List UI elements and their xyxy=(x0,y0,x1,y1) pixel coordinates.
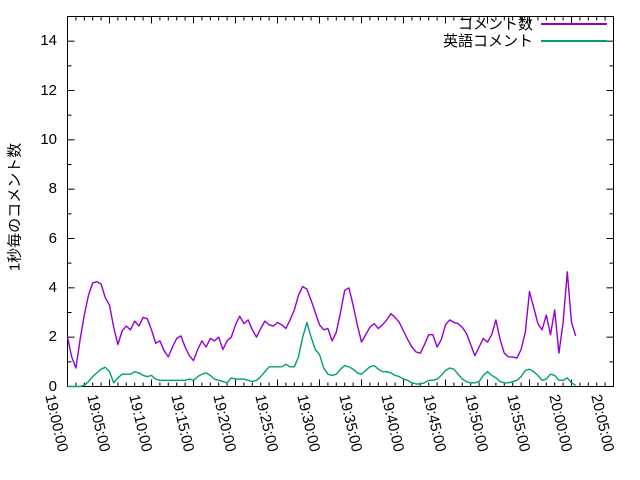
legend-line-sample-purple xyxy=(541,22,607,25)
y-axis-tick-label: 6 xyxy=(48,229,57,247)
legend-label-comment-count: コメント数 xyxy=(457,16,533,33)
y-axis-tick-label: 10 xyxy=(40,130,57,148)
y-axis-tick-label: 4 xyxy=(48,278,57,296)
y-axis-tick-label: 14 xyxy=(40,32,57,50)
y-axis-tick-label: 0 xyxy=(48,377,57,395)
y-axis-tick-label: 8 xyxy=(48,180,57,198)
y-axis-title: 1秒毎のコメント数 xyxy=(6,142,24,272)
legend-item-english-comments: 英語コメント xyxy=(442,32,607,50)
y-axis-tick-label: 2 xyxy=(48,328,57,346)
legend-label-english-comments: 英語コメント xyxy=(442,33,533,50)
legend-line-sample-green xyxy=(541,39,607,42)
legend-item-comment-count: コメント数 xyxy=(457,15,607,33)
y-axis-tick-label: 12 xyxy=(40,81,57,99)
legend: コメント数 英語コメント xyxy=(442,15,607,50)
